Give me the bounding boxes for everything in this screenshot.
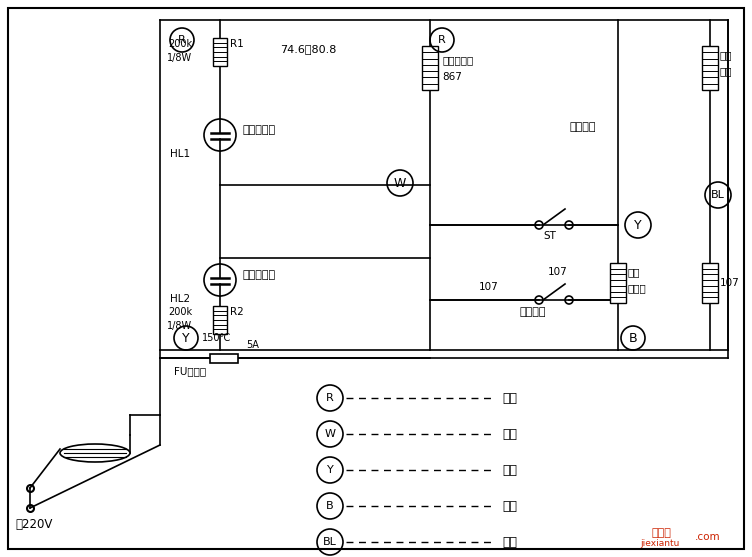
Text: 蓝色: 蓝色 xyxy=(502,535,517,549)
Text: jiexiantu: jiexiantu xyxy=(640,539,679,548)
Text: 200k: 200k xyxy=(168,39,192,49)
Text: 74.6～80.8: 74.6～80.8 xyxy=(280,44,336,54)
Text: R: R xyxy=(438,35,446,45)
Text: W: W xyxy=(325,429,335,439)
Text: R: R xyxy=(326,393,334,403)
Bar xyxy=(702,46,718,90)
Circle shape xyxy=(204,264,236,296)
Text: 锅身: 锅身 xyxy=(628,267,641,277)
Text: 1/8W: 1/8W xyxy=(167,321,192,331)
Text: 200k: 200k xyxy=(168,307,192,317)
Text: R1: R1 xyxy=(230,39,244,49)
Text: HL1: HL1 xyxy=(170,149,190,159)
Text: FU熔断器: FU熔断器 xyxy=(174,366,206,376)
Text: 盖发: 盖发 xyxy=(720,50,732,60)
Text: 867: 867 xyxy=(442,72,462,82)
Text: 烹煮指示灯: 烹煮指示灯 xyxy=(242,125,275,135)
Text: 发热器: 发热器 xyxy=(628,283,647,293)
Text: ～220V: ～220V xyxy=(15,518,53,531)
Text: .com: .com xyxy=(695,532,720,542)
Text: W: W xyxy=(394,177,406,189)
Text: Y: Y xyxy=(634,218,641,232)
Text: 黄色: 黄色 xyxy=(502,463,517,476)
Text: Y: Y xyxy=(182,331,190,344)
Text: 接线图: 接线图 xyxy=(652,528,672,538)
Text: BL: BL xyxy=(323,537,337,547)
Text: 烹煮发热器: 烹煮发热器 xyxy=(442,55,473,65)
Text: R: R xyxy=(178,35,186,45)
Text: 感温开关: 感温开关 xyxy=(570,122,596,132)
Bar xyxy=(702,263,718,303)
Text: BL: BL xyxy=(711,190,725,200)
Text: B: B xyxy=(326,501,334,511)
Circle shape xyxy=(204,119,236,151)
Text: 红色: 红色 xyxy=(502,392,517,404)
Text: HL2: HL2 xyxy=(170,294,190,304)
Text: 5A: 5A xyxy=(246,340,259,350)
Text: 107: 107 xyxy=(720,278,740,288)
Text: 黑色: 黑色 xyxy=(502,500,517,512)
Text: Y: Y xyxy=(326,465,333,475)
Text: R2: R2 xyxy=(230,307,244,317)
Ellipse shape xyxy=(60,444,130,462)
Bar xyxy=(610,263,626,303)
Text: 150℃: 150℃ xyxy=(202,333,232,343)
Text: 107: 107 xyxy=(548,267,568,277)
Text: 107: 107 xyxy=(479,282,499,292)
Text: 白色: 白色 xyxy=(502,428,517,441)
Text: 微动开关: 微动开关 xyxy=(520,307,546,317)
Text: 热器: 热器 xyxy=(720,66,732,76)
Text: 保温指示灯: 保温指示灯 xyxy=(242,270,275,280)
Bar xyxy=(213,306,227,334)
Text: ST: ST xyxy=(544,231,556,241)
Text: 1/8W: 1/8W xyxy=(167,53,192,63)
Bar xyxy=(213,38,227,66)
Bar xyxy=(422,46,438,90)
Bar xyxy=(210,354,238,363)
Text: B: B xyxy=(629,331,637,344)
